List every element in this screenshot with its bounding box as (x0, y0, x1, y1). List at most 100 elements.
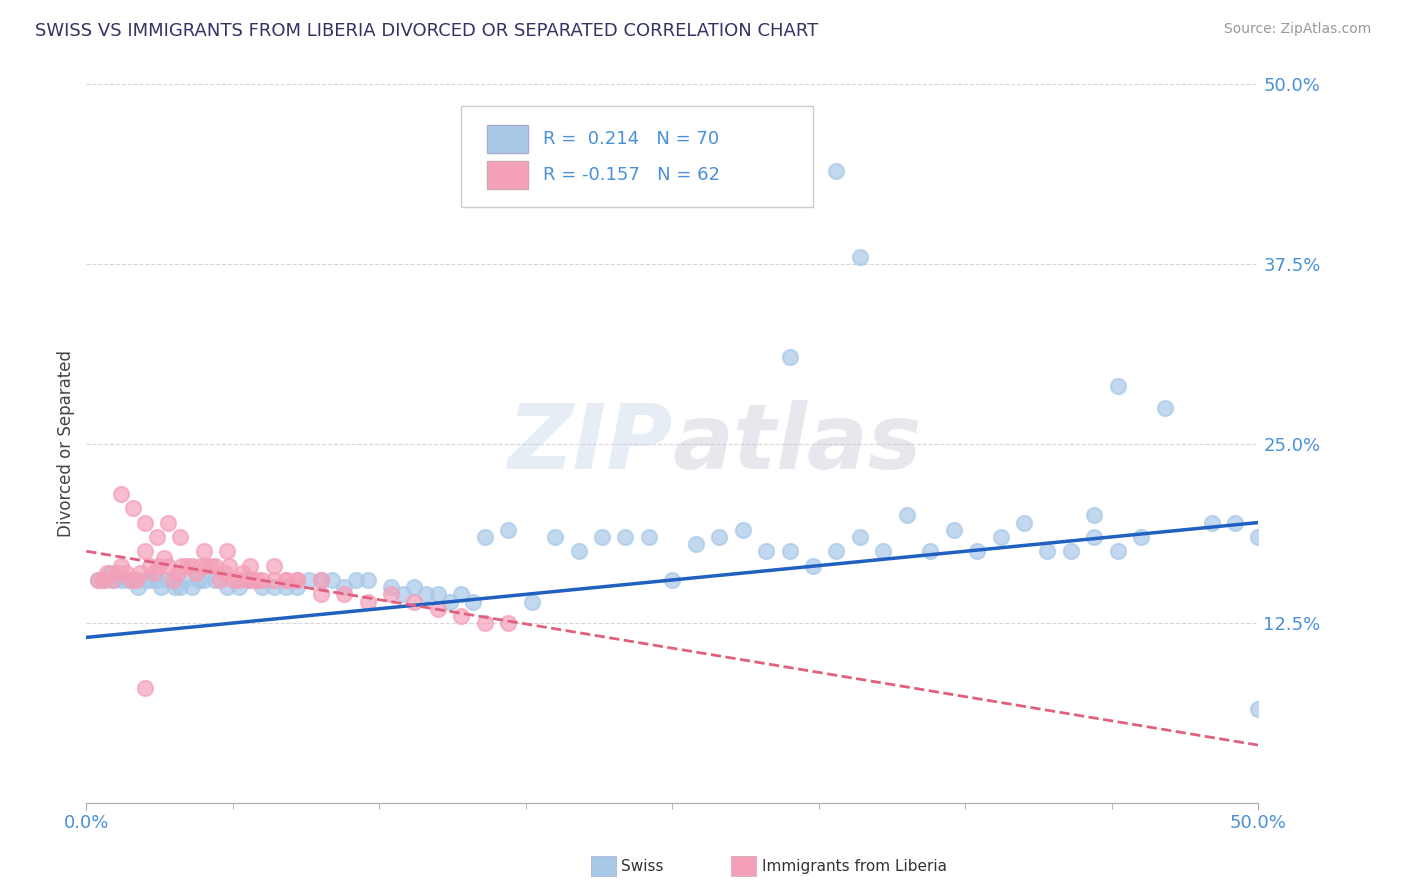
Point (709, 530, 731, 544)
Point (661, 573, 683, 587)
Point (190, 558, 212, 573)
Text: R = -0.157   N = 62: R = -0.157 N = 62 (544, 166, 720, 184)
Point (124, 573, 146, 587)
Point (801, 558, 824, 573)
Point (1036, 544, 1059, 558)
Point (193, 544, 215, 558)
Point (1060, 544, 1083, 558)
Point (110, 573, 132, 587)
Point (309, 573, 332, 587)
Point (498, 615, 520, 630)
Point (87, 573, 110, 587)
Point (165, 580, 187, 594)
Point (274, 573, 297, 587)
Point (1083, 530, 1105, 544)
FancyBboxPatch shape (486, 126, 529, 153)
Text: R =  0.214   N = 70: R = 0.214 N = 70 (544, 130, 720, 148)
Point (143, 566, 166, 580)
Point (138, 558, 160, 573)
Point (1012, 516, 1035, 530)
Point (380, 587, 402, 601)
Point (152, 551, 174, 566)
Text: atlas: atlas (672, 400, 922, 488)
Point (298, 573, 321, 587)
Point (127, 580, 149, 594)
Point (321, 573, 343, 587)
Point (239, 558, 262, 573)
Point (91, 573, 114, 587)
Point (474, 530, 496, 544)
Point (228, 573, 250, 587)
Point (150, 580, 173, 594)
Point (450, 608, 472, 623)
Point (333, 587, 356, 601)
Point (1201, 516, 1223, 530)
Point (138, 573, 160, 587)
Point (194, 558, 217, 573)
Point (474, 615, 496, 630)
Point (380, 580, 402, 594)
Point (896, 508, 918, 523)
Point (218, 558, 240, 573)
Point (246, 573, 269, 587)
Point (222, 573, 245, 587)
Point (263, 580, 285, 594)
Point (186, 566, 208, 580)
Point (204, 558, 226, 573)
Point (872, 544, 894, 558)
Point (274, 573, 297, 587)
Text: Immigrants from Liberia: Immigrants from Liberia (762, 859, 948, 873)
Point (134, 544, 156, 558)
Point (415, 587, 437, 601)
Point (1247, 702, 1270, 716)
Point (356, 573, 378, 587)
Point (96, 566, 118, 580)
Point (103, 573, 125, 587)
Point (1130, 530, 1153, 544)
Point (193, 573, 215, 587)
Point (115, 566, 138, 580)
Point (779, 351, 801, 365)
Point (110, 558, 132, 573)
Point (779, 544, 801, 558)
Point (239, 573, 262, 587)
Point (98, 566, 121, 580)
Point (344, 573, 367, 587)
Point (87, 573, 110, 587)
Point (591, 530, 613, 544)
Point (180, 558, 202, 573)
Point (404, 594, 426, 608)
Point (498, 523, 520, 537)
FancyBboxPatch shape (461, 106, 813, 207)
Point (157, 516, 180, 530)
Point (162, 573, 184, 587)
Point (101, 573, 124, 587)
Point (134, 516, 156, 530)
Point (204, 573, 226, 587)
Point (187, 573, 209, 587)
Point (755, 544, 778, 558)
Point (250, 573, 273, 587)
Point (176, 558, 198, 573)
Point (391, 587, 413, 601)
Point (942, 523, 965, 537)
Point (173, 573, 195, 587)
Point (208, 573, 231, 587)
Point (309, 573, 332, 587)
Point (1083, 508, 1105, 523)
Point (1107, 379, 1129, 393)
Point (145, 573, 167, 587)
Point (157, 573, 180, 587)
Point (134, 681, 156, 695)
Point (568, 544, 591, 558)
Point (285, 573, 308, 587)
Point (169, 580, 191, 594)
Point (309, 587, 332, 601)
Point (825, 163, 848, 178)
Point (614, 530, 637, 544)
Point (263, 558, 285, 573)
Point (920, 544, 942, 558)
Point (638, 530, 661, 544)
Text: Source: ZipAtlas.com: Source: ZipAtlas.com (1223, 22, 1371, 37)
Point (145, 530, 167, 544)
